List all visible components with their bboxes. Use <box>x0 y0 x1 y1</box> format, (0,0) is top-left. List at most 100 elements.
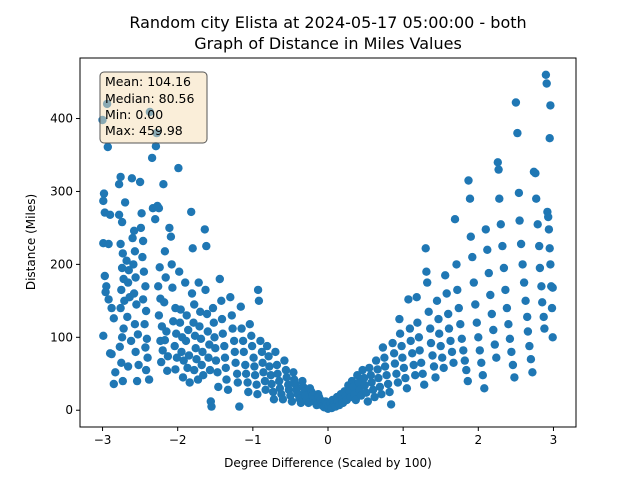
data-point <box>230 347 239 357</box>
data-point <box>226 293 235 302</box>
data-point <box>220 353 230 362</box>
data-point <box>481 225 490 234</box>
data-point <box>281 365 291 375</box>
data-point <box>109 379 119 389</box>
data-point <box>132 376 142 386</box>
data-point <box>117 263 127 273</box>
data-point <box>241 369 251 378</box>
data-point <box>191 344 200 353</box>
data-point <box>197 360 206 370</box>
data-point <box>471 300 480 309</box>
data-point <box>363 397 372 406</box>
data-point <box>548 333 557 342</box>
data-point <box>199 371 208 380</box>
data-point <box>207 402 216 411</box>
y-tick-label: 400 <box>50 112 73 126</box>
data-point <box>474 333 483 342</box>
data-point <box>269 395 279 404</box>
data-point <box>421 244 430 253</box>
data-point <box>278 395 288 404</box>
data-point <box>484 268 493 278</box>
data-point <box>181 278 190 287</box>
data-point <box>196 307 205 316</box>
data-point <box>395 329 405 338</box>
data-point <box>137 209 146 218</box>
data-point <box>426 324 435 333</box>
data-point <box>382 371 391 380</box>
data-point <box>493 158 502 167</box>
data-point <box>368 385 378 394</box>
data-point <box>143 353 152 362</box>
data-point <box>142 334 152 343</box>
data-point <box>138 236 148 246</box>
data-point <box>472 318 481 327</box>
data-point <box>203 327 212 336</box>
data-point <box>468 252 477 262</box>
data-point <box>266 371 276 380</box>
data-point <box>483 245 492 254</box>
data-point <box>160 336 170 345</box>
data-point <box>166 232 176 241</box>
data-point <box>418 369 427 378</box>
data-point <box>114 180 124 189</box>
data-point <box>426 338 436 348</box>
data-points <box>98 70 557 413</box>
data-point <box>215 274 224 284</box>
data-point <box>117 217 127 227</box>
data-point <box>431 373 440 382</box>
data-point <box>257 347 267 357</box>
y-axis-ticks: 0 100 200 300 400 <box>50 112 80 417</box>
data-point <box>260 376 270 386</box>
data-point <box>250 371 260 380</box>
data-point <box>151 215 160 224</box>
data-point <box>439 363 448 373</box>
data-point <box>154 282 163 291</box>
data-point <box>165 223 174 233</box>
data-point <box>188 244 197 253</box>
data-point <box>420 380 429 389</box>
data-point <box>513 128 522 138</box>
data-point <box>399 363 409 373</box>
data-point <box>116 239 125 249</box>
data-point <box>183 363 192 373</box>
data-point <box>239 347 248 357</box>
data-point <box>141 282 150 291</box>
data-point <box>211 344 220 353</box>
y-tick-label: 200 <box>50 257 73 271</box>
data-point <box>253 390 262 399</box>
data-point <box>147 153 157 163</box>
data-point <box>190 365 199 375</box>
data-point <box>176 305 185 314</box>
data-point <box>198 347 207 357</box>
data-point <box>463 376 472 386</box>
data-point <box>452 260 461 269</box>
data-point <box>436 341 445 351</box>
data-point <box>130 247 140 256</box>
data-point <box>184 351 194 360</box>
data-point <box>408 349 417 358</box>
data-point <box>211 356 221 365</box>
data-point <box>360 381 369 390</box>
data-point <box>221 363 230 373</box>
data-point <box>213 368 222 377</box>
data-point <box>154 204 164 213</box>
data-point <box>187 289 197 298</box>
data-point <box>412 293 421 302</box>
data-point <box>202 309 212 319</box>
data-point <box>131 273 140 282</box>
chart-title-line-1: Random city Elista at 2024-05-17 05:00:0… <box>129 13 526 32</box>
data-point <box>223 385 233 394</box>
data-point <box>289 368 298 377</box>
data-point <box>540 324 549 333</box>
data-point <box>365 363 374 373</box>
data-point <box>353 371 362 380</box>
data-point <box>107 349 116 359</box>
x-tick-label: −2 <box>169 433 187 447</box>
data-point <box>134 360 143 370</box>
data-point <box>401 373 410 383</box>
data-point <box>358 365 367 375</box>
data-point <box>505 334 515 343</box>
data-point <box>235 402 244 411</box>
data-point <box>464 176 473 185</box>
data-point <box>538 298 547 307</box>
